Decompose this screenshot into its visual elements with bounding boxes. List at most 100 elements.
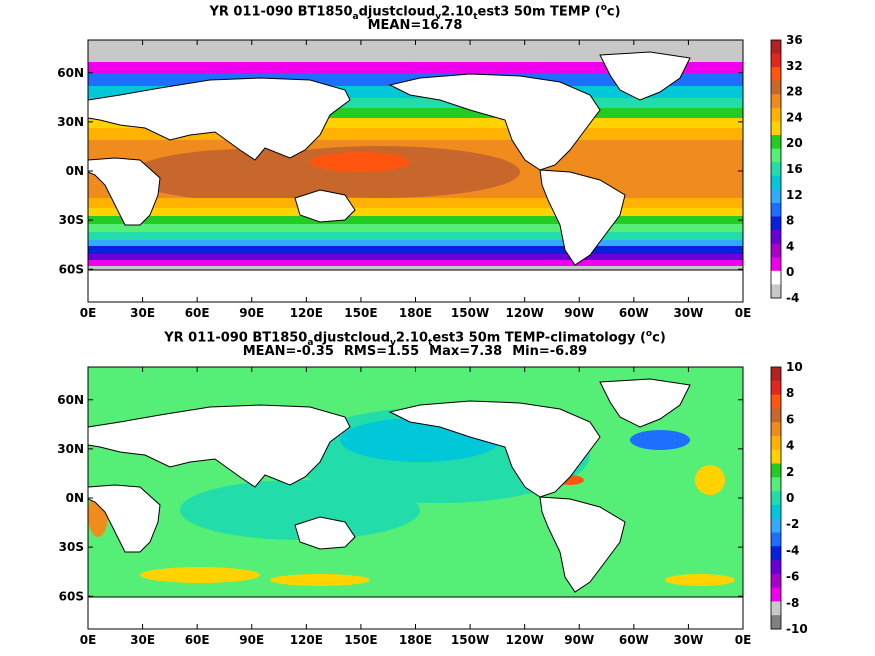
bottom-colorbar-segment — [771, 449, 781, 465]
top-y-tick-label: 60S — [59, 262, 84, 276]
top-colorbar-segment — [771, 189, 781, 204]
top-colorbar-label: 36 — [786, 33, 803, 47]
bottom-colorbar-label: 4 — [786, 439, 794, 453]
bottom-colorbar-segment — [771, 532, 781, 547]
bottom-chart-subtitle: MEAN=-0.35 RMS=1.55 Max=7.38 Min=-6.89 — [242, 344, 588, 359]
bottom-colorbar-label: -2 — [786, 517, 799, 531]
top-colorbar-segment — [771, 80, 781, 95]
bottom-colorbar-segment — [771, 477, 781, 492]
bottom-chart-title: YR 011-090 BT1850adjustcloudv2.10test3 5… — [164, 329, 666, 348]
bottom-x-tick-label: 180E — [399, 633, 432, 647]
bottom-x-tick-label: 90W — [564, 633, 594, 647]
top-colorbar-segment — [771, 175, 781, 190]
bottom-y-tick-label: 60N — [57, 393, 84, 407]
top-colorbar-frame — [770, 39, 782, 299]
top-colorbar-segment — [771, 230, 781, 245]
bottom-y-tick-label: 0N — [66, 491, 84, 505]
bottom-colorbar-label: 0 — [786, 491, 794, 505]
bottom-map — [88, 367, 743, 629]
bottom-x-tick-label: 0E — [735, 633, 752, 647]
top-y-tick-label: 0N — [66, 164, 84, 178]
bottom-colorbar-segment — [771, 615, 781, 630]
bottom-x-tick-label: 30W — [673, 633, 703, 647]
top-colorbar-segment — [771, 53, 781, 68]
top-colorbar-label: 8 — [786, 214, 794, 228]
bottom-colorbar-segment — [771, 546, 781, 561]
top-x-tick-label: 120E — [290, 306, 323, 320]
bottom-colorbar-segment — [771, 367, 781, 382]
bottom-colorbar-segment — [771, 560, 781, 575]
top-x-tick-label: 0E — [80, 306, 97, 320]
bottom-colorbar-segment — [771, 435, 781, 451]
top-x-tick-label: 90E — [239, 306, 264, 320]
bottom-colorbar-segment — [771, 573, 781, 589]
top-x-tick-label: 150E — [344, 306, 377, 320]
top-chart-title: YR 011-090 BT1850adjustcloudv2.10test3 5… — [209, 3, 621, 22]
top-colorbar-segment — [771, 216, 781, 231]
bottom-colorbar-frame — [770, 366, 782, 630]
top-colorbar-segment — [771, 257, 781, 272]
bottom-x-tick-label: 150W — [451, 633, 489, 647]
bottom-colorbar-label: -10 — [786, 622, 808, 636]
top-y-tick-label: 30S — [59, 213, 84, 227]
top-colorbar-label: 20 — [786, 136, 803, 150]
bottom-colorbar-segment — [771, 394, 781, 409]
top-colorbar-segment — [771, 148, 781, 163]
top-colorbar-segment — [771, 243, 781, 258]
bottom-colorbar-label: 2 — [786, 465, 794, 479]
bottom-y-tick-label: 30S — [59, 540, 84, 554]
top-colorbar-label: 12 — [786, 188, 803, 202]
top-colorbar-segment — [771, 107, 781, 122]
bottom-colorbar-segment — [771, 491, 781, 506]
top-colorbar-segment — [771, 135, 781, 150]
bottom-y-tick-label: 60S — [59, 589, 84, 603]
top-colorbar-label: 32 — [786, 59, 803, 73]
bottom-y-tick-label: 30N — [57, 442, 84, 456]
top-x-tick-label: 60W — [619, 306, 649, 320]
top-map — [88, 40, 743, 302]
top-colorbar-segment — [771, 67, 781, 82]
bottom-x-tick-label: 120E — [290, 633, 323, 647]
bottom-colorbar-segment — [771, 422, 781, 437]
bottom-colorbar-segment — [771, 518, 781, 533]
top-colorbar-segment — [771, 162, 781, 177]
bottom-colorbar-label: -4 — [786, 543, 799, 557]
top-x-tick-label: 30E — [130, 306, 155, 320]
top-x-tick-label: 150W — [451, 306, 489, 320]
bottom-colorbar-label: -6 — [786, 570, 799, 584]
top-colorbar-segment — [771, 94, 781, 109]
top-colorbar-label: -4 — [786, 291, 799, 305]
bottom-x-tick-label: 60E — [185, 633, 210, 647]
top-colorbar-label: 28 — [786, 85, 803, 99]
top-x-tick-label: 30W — [673, 306, 703, 320]
top-colorbar-label: 4 — [786, 239, 794, 253]
bottom-x-tick-label: 0E — [80, 633, 97, 647]
top-colorbar-segment — [771, 40, 781, 55]
bottom-colorbar-label: 6 — [786, 412, 794, 426]
bottom-x-tick-label: 150E — [344, 633, 377, 647]
bottom-colorbar-segment — [771, 380, 781, 396]
bottom-x-tick-label: 60W — [619, 633, 649, 647]
bottom-x-tick-label: 90E — [239, 633, 264, 647]
top-colorbar-segment — [771, 284, 781, 299]
bottom-colorbar-segment — [771, 463, 781, 478]
top-y-tick-label: 60N — [57, 66, 84, 80]
bottom-x-tick-label: 30E — [130, 633, 155, 647]
top-colorbar-label: 16 — [786, 162, 803, 176]
top-x-tick-label: 120W — [506, 306, 544, 320]
top-chart-subtitle: MEAN=16.78 — [367, 18, 463, 33]
bottom-x-tick-label: 120W — [506, 633, 544, 647]
top-x-tick-label: 180E — [399, 306, 432, 320]
bottom-colorbar-label: 10 — [786, 360, 803, 374]
bottom-colorbar-segment — [771, 587, 781, 602]
top-colorbar-segment — [771, 270, 781, 285]
top-y-tick-label: 30N — [57, 115, 84, 129]
bottom-colorbar-label: 8 — [786, 386, 794, 400]
bottom-colorbar-segment — [771, 408, 781, 423]
bottom-colorbar-segment — [771, 601, 781, 616]
bottom-colorbar-label: -8 — [786, 596, 799, 610]
top-x-tick-label: 0E — [735, 306, 752, 320]
top-colorbar-segment — [771, 121, 781, 136]
top-colorbar-label: 24 — [786, 110, 803, 124]
